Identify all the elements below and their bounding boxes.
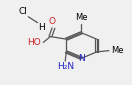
Text: HO: HO — [27, 38, 41, 47]
Text: O: O — [49, 17, 56, 26]
Text: Cl: Cl — [18, 7, 27, 16]
Text: N: N — [79, 54, 85, 63]
Text: H: H — [39, 23, 45, 32]
Text: Me: Me — [75, 13, 88, 22]
Text: H₂N: H₂N — [57, 62, 74, 71]
Text: Me: Me — [112, 46, 124, 55]
